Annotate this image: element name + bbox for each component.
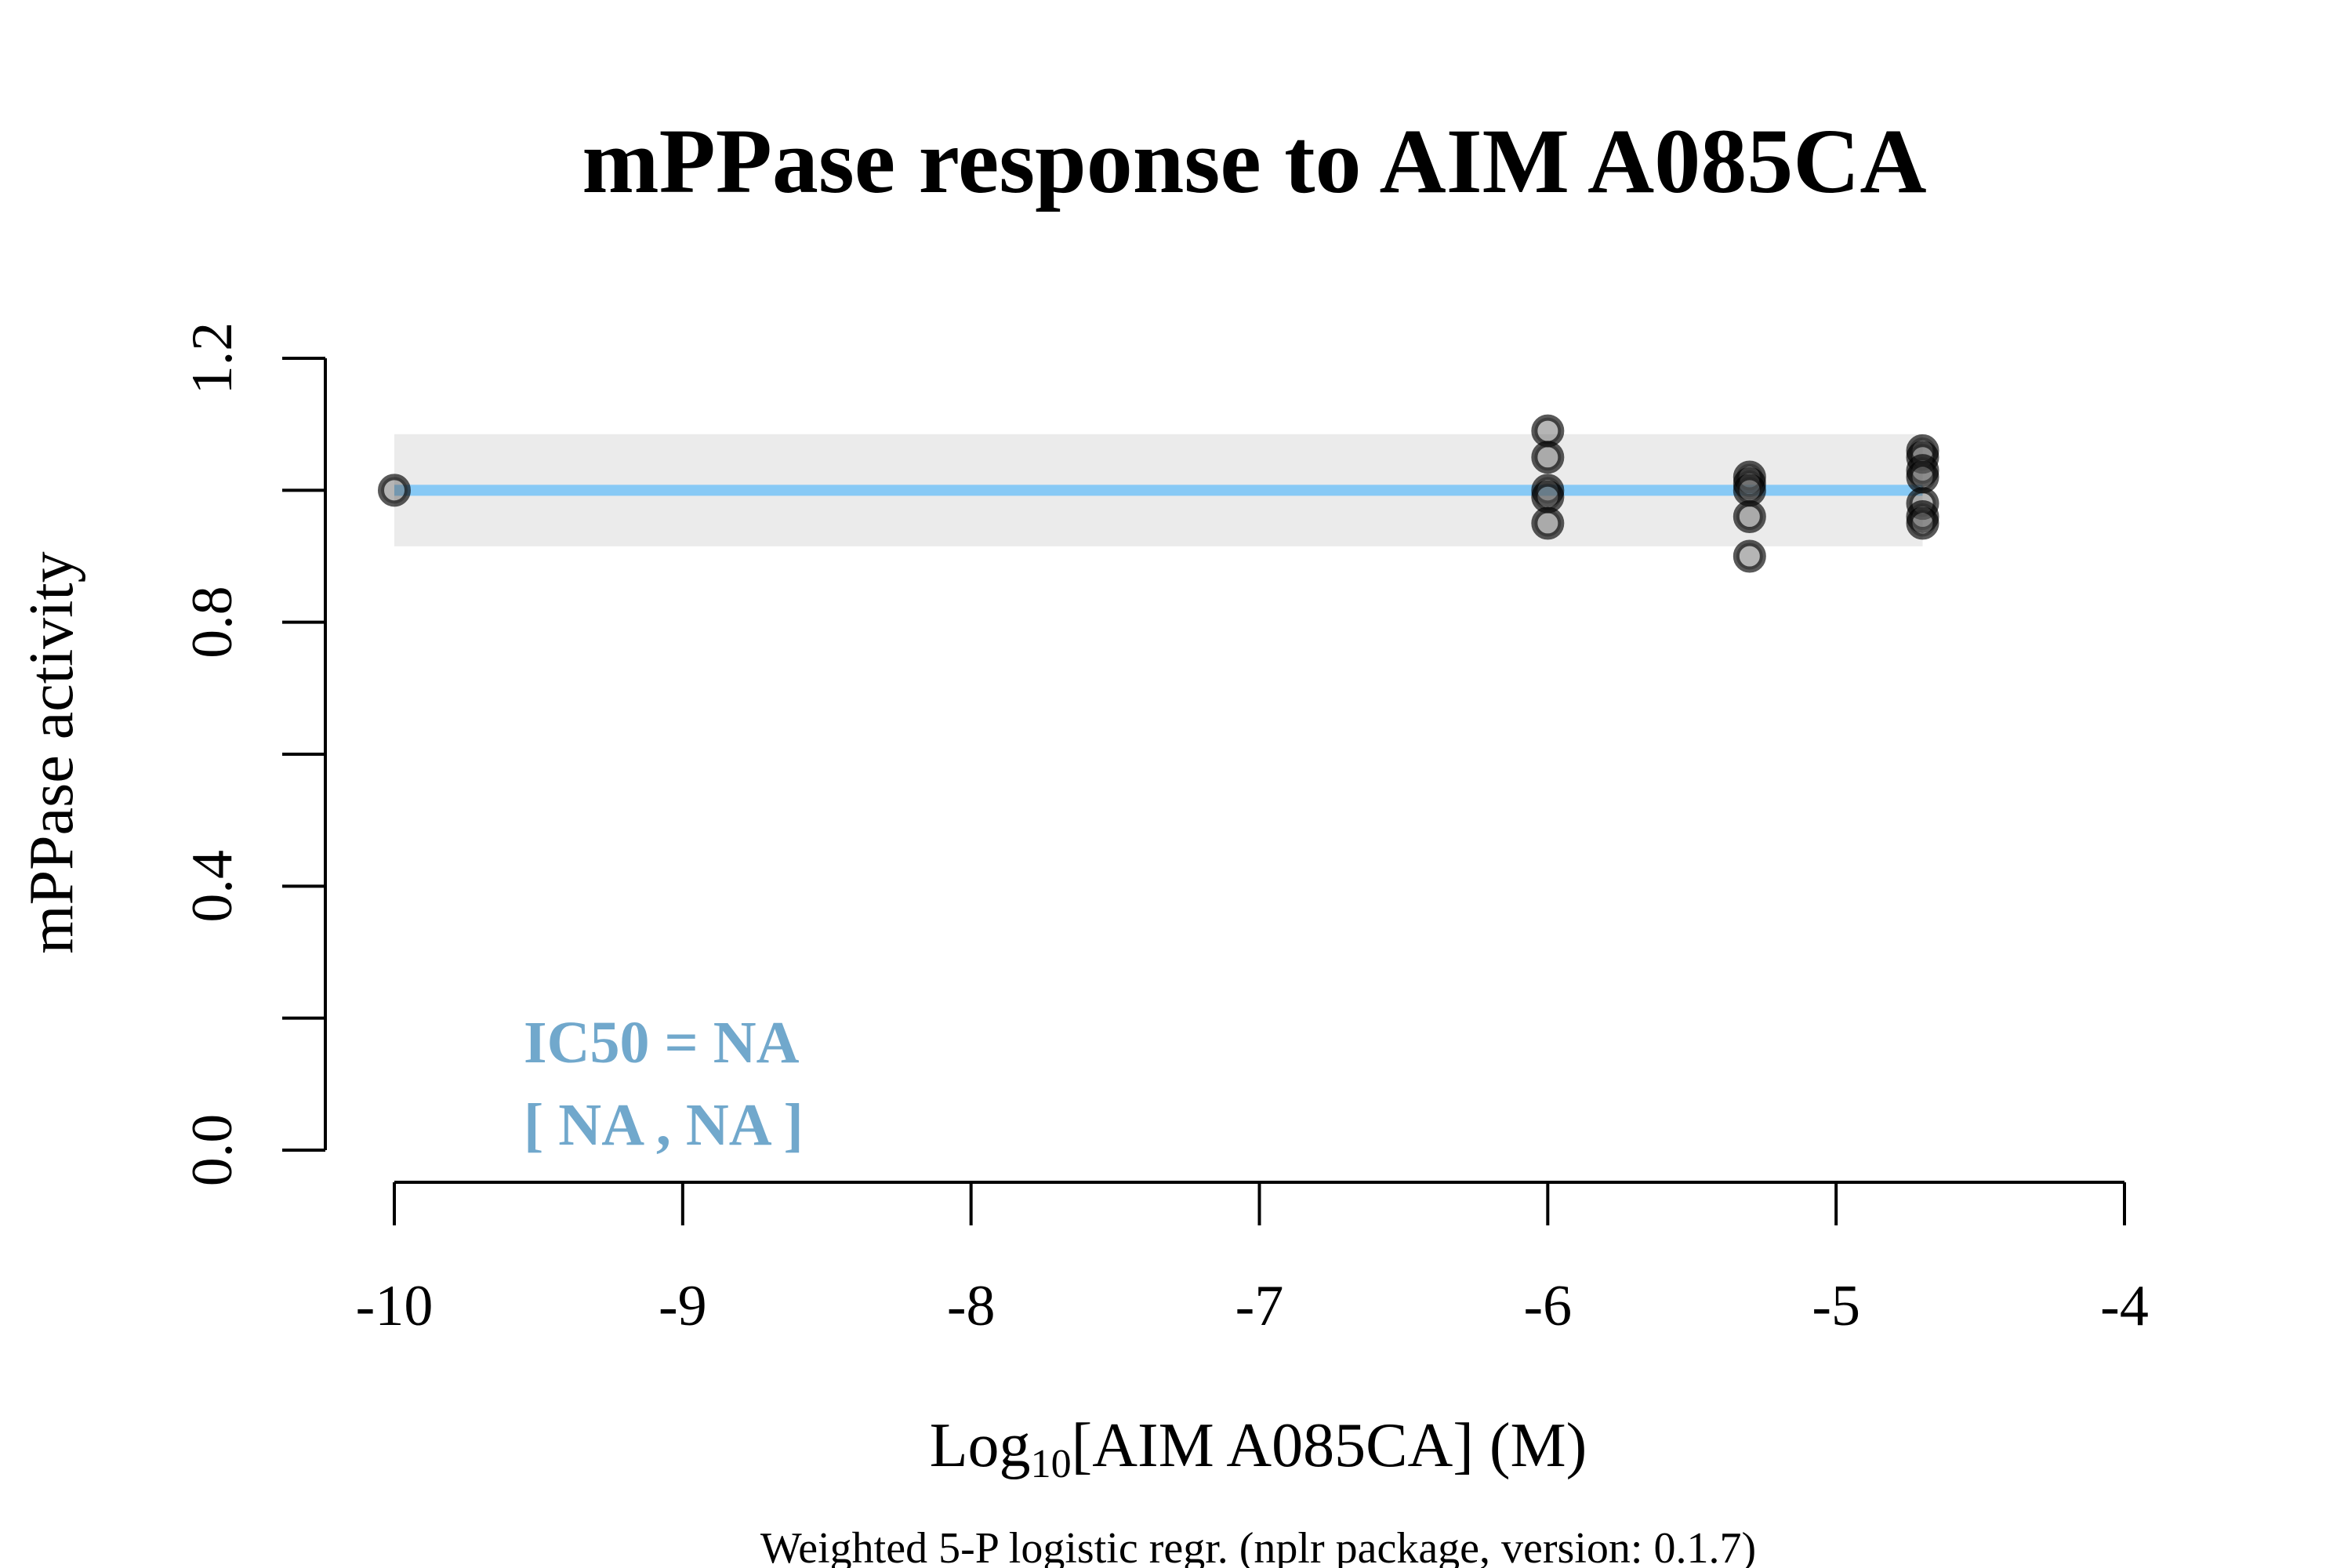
x-tick-label-3: -7 — [1235, 1274, 1284, 1338]
ic50-value: IC50 = NA — [524, 1010, 800, 1076]
y-axis-label: mPPase activity — [17, 551, 86, 953]
data-point-0 — [378, 474, 411, 507]
x-axis-label-prefix: Log — [930, 1411, 1031, 1480]
data-point-8 — [1733, 474, 1766, 507]
ic50-interval: [ NA , NA ] — [524, 1092, 804, 1158]
data-point-9 — [1733, 500, 1766, 533]
x-tick-label-1: -9 — [659, 1274, 707, 1338]
data-point-10 — [1733, 539, 1766, 573]
x-tick-label-6: -4 — [2100, 1274, 2149, 1338]
x-axis: -10 -9 -8 -7 -6 -5 -4 — [356, 1181, 2149, 1338]
data-point-5 — [1531, 506, 1565, 540]
x-tick-label-5: -5 — [1812, 1274, 1860, 1338]
caption: Weighted 5-P logistic regr. (nplr packag… — [760, 1524, 1756, 1568]
y-tick-label-2: 0.4 — [180, 850, 245, 923]
x-tick-label-4: -6 — [1524, 1274, 1573, 1338]
x-axis-label-subscript: 10 — [1031, 1442, 1072, 1486]
points-layer — [378, 414, 1939, 573]
x-tick-label-2: -8 — [947, 1274, 996, 1338]
data-point-2 — [1531, 441, 1565, 474]
y-tick-label-0: 0.0 — [180, 1114, 245, 1187]
data-point-14 — [1906, 460, 1939, 494]
chart-title: mPPase response to AIM A085CA — [582, 110, 1926, 212]
data-point-17 — [1906, 506, 1939, 540]
x-tick-label-0: -10 — [356, 1274, 434, 1338]
y-tick-label-4: 0.8 — [180, 586, 245, 659]
y-tick-label-6: 1.2 — [180, 322, 245, 395]
data-point-1 — [1531, 414, 1565, 448]
x-axis-label-suffix: [AIM A085CA] (M) — [1072, 1411, 1587, 1480]
x-axis-label: Log10[AIM A085CA] (M) — [930, 1411, 1587, 1486]
y-axis: 0.0 0.4 0.8 1.2 — [180, 322, 327, 1187]
data-point-4 — [1531, 480, 1565, 514]
